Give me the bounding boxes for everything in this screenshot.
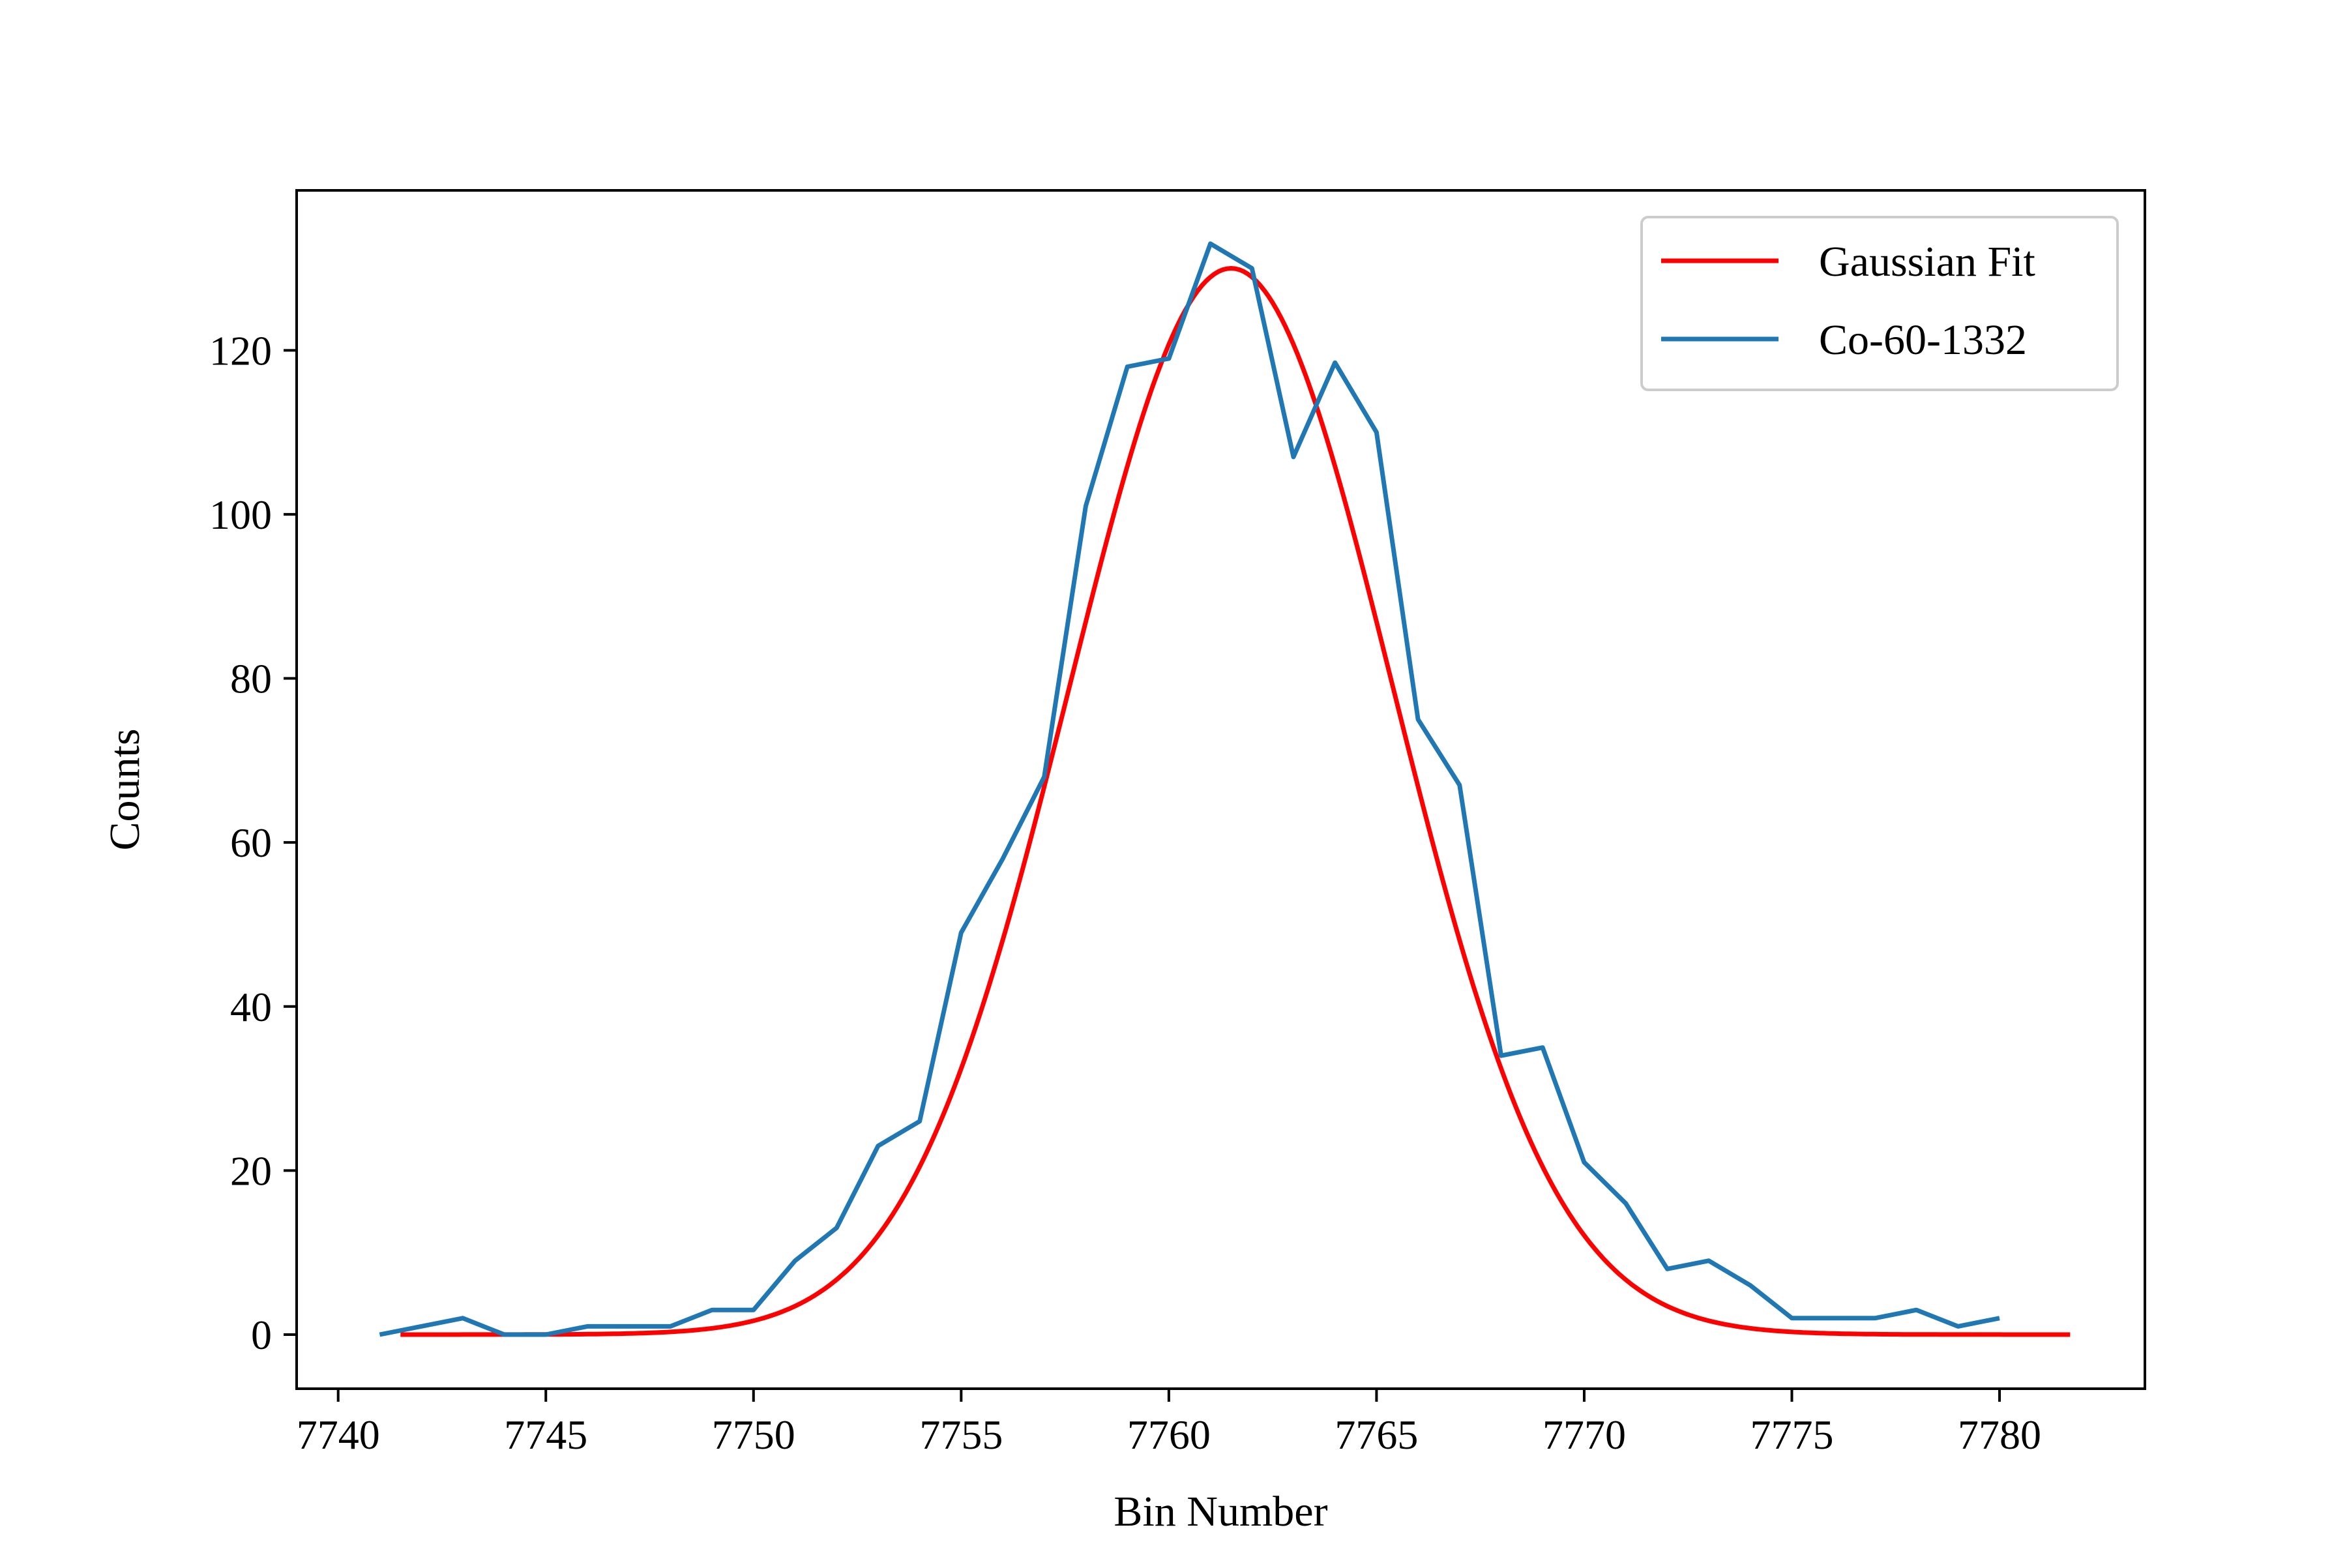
x-tick-label: 7740 xyxy=(297,1412,380,1458)
y-tick-label: 40 xyxy=(230,984,272,1030)
x-axis-label: Bin Number xyxy=(1114,1488,1327,1535)
y-tick-label: 80 xyxy=(230,656,272,702)
series-layer xyxy=(379,241,2071,1337)
x-tick-label: 7775 xyxy=(1750,1412,1833,1458)
y-tick-label: 20 xyxy=(230,1147,272,1194)
legend-label-co-60-1332: Co-60-1332 xyxy=(1819,316,2027,364)
x-tick-label: 7760 xyxy=(1127,1412,1211,1458)
y-tick-label: 60 xyxy=(230,820,272,866)
y-tick-label: 120 xyxy=(209,327,272,374)
x-tick-label: 7780 xyxy=(1958,1412,2041,1458)
ticks-layer: 7740 7745 7750 7755 7760 7765 7770 7775 7780 0 20 4… xyxy=(209,327,2041,1458)
x-tick-label: 7745 xyxy=(504,1412,587,1458)
y-tick-label: 0 xyxy=(251,1312,272,1358)
y-axis-label: Counts xyxy=(101,728,149,850)
series-line-gaussian-fit xyxy=(400,266,2071,1337)
series-line-co-60-1332 xyxy=(379,241,2000,1337)
x-tick-label: 7750 xyxy=(712,1412,795,1458)
x-tick-label: 7770 xyxy=(1543,1412,1626,1458)
y-tick-label: 100 xyxy=(209,492,272,538)
legend: Gaussian Fit Co-60-1332 xyxy=(1640,216,2119,391)
x-tick-label: 7765 xyxy=(1335,1412,1418,1458)
legend-label-gaussian-fit: Gaussian Fit xyxy=(1819,238,2035,286)
x-tick-label: 7755 xyxy=(919,1412,1003,1458)
